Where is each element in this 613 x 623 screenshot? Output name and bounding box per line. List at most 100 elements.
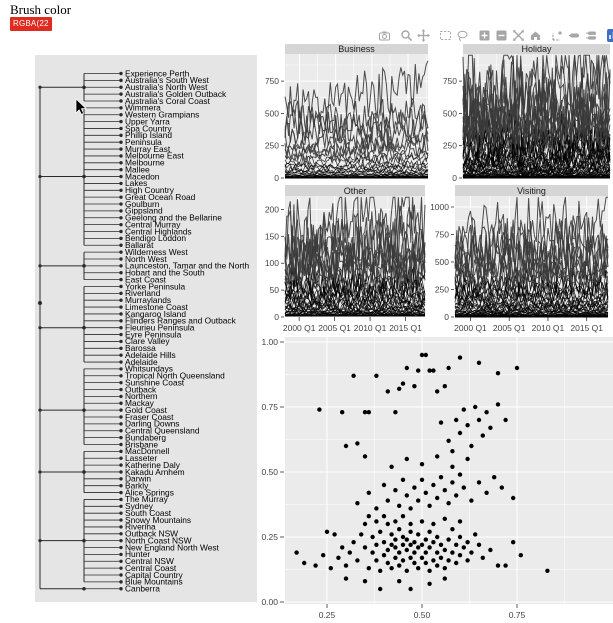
svg-text:0.25: 0.25 <box>261 532 278 542</box>
scatter-point <box>412 384 417 389</box>
series-line <box>284 307 426 314</box>
scatter-point <box>332 532 337 537</box>
scatter-point <box>419 555 425 560</box>
scatter-point <box>450 449 455 454</box>
scatter-point <box>438 555 444 560</box>
series-line <box>462 136 611 167</box>
scatter-point <box>374 373 379 378</box>
scatter-point <box>476 480 482 485</box>
scatter-point <box>385 389 390 394</box>
scatter-point <box>484 410 489 415</box>
zoom-icon[interactable] <box>400 29 413 42</box>
scatter-point <box>347 550 352 555</box>
series-line <box>454 296 609 310</box>
scatter-point <box>465 456 470 462</box>
scatter-point <box>419 519 425 524</box>
scatter-point <box>393 555 398 560</box>
series-line <box>454 283 609 306</box>
scatter-point <box>343 563 349 568</box>
scatter-point <box>450 464 455 469</box>
series-line <box>284 127 429 153</box>
scatter-point <box>397 579 402 584</box>
scatter-point <box>499 485 504 490</box>
series-line <box>284 227 426 285</box>
scatter-point <box>416 532 421 537</box>
scatter-point <box>397 503 402 508</box>
scatter-point <box>362 410 368 415</box>
plotly-logo-icon <box>607 29 613 42</box>
series-line <box>284 159 429 170</box>
scatter-point <box>427 581 432 586</box>
svg-text:2005 Q1: 2005 Q1 <box>493 323 526 333</box>
scatter-point <box>374 542 379 547</box>
scatter-point <box>404 456 409 462</box>
scatter-point <box>366 514 371 519</box>
svg-text:2000 Q1: 2000 Q1 <box>283 323 316 333</box>
scatter-point <box>518 553 523 558</box>
camera-icon[interactable] <box>378 29 391 42</box>
scatter-point <box>423 550 428 555</box>
zoom-in-icon[interactable] <box>478 29 491 42</box>
brush-color-label: Brush color <box>10 2 72 17</box>
scatter-point <box>378 586 383 592</box>
series-line <box>462 55 611 139</box>
scatter-point <box>389 542 394 547</box>
scatter-point <box>457 553 463 558</box>
scatter-point <box>378 568 383 573</box>
scatter-point <box>469 550 474 555</box>
scatter-point <box>435 389 440 394</box>
box-select-icon[interactable] <box>439 29 452 42</box>
scatter-point <box>431 558 436 563</box>
scatter-point <box>469 498 474 503</box>
series-line <box>462 55 611 139</box>
hover-compare-icon[interactable] <box>585 29 598 42</box>
scatter-point <box>480 555 485 560</box>
scatter-point <box>427 503 432 508</box>
scatter-point <box>393 519 398 524</box>
svg-text:2000 Q1: 2000 Q1 <box>454 323 487 333</box>
series-line <box>454 280 609 303</box>
scatter-point <box>328 566 333 571</box>
pan-icon[interactable] <box>417 29 430 42</box>
scatter-point <box>404 547 409 553</box>
svg-text:250: 250 <box>435 285 449 295</box>
scatter-point <box>465 423 470 428</box>
scatter-point <box>385 560 390 566</box>
scatter-point <box>442 384 447 389</box>
scatter-point <box>359 532 364 537</box>
series-line <box>462 141 611 167</box>
scatter-point <box>446 501 451 506</box>
scatter-point <box>457 472 463 477</box>
svg-text:0: 0 <box>274 312 279 322</box>
scatter-point <box>370 550 375 555</box>
scatter-point <box>457 519 463 524</box>
scatter-point <box>351 373 356 378</box>
autoscale-icon[interactable] <box>512 29 525 42</box>
scatter-point <box>423 537 428 542</box>
scatter-point <box>412 485 417 490</box>
lasso-select-icon[interactable] <box>456 29 469 42</box>
brush-color-swatch[interactable]: RGBA(22 <box>10 17 52 31</box>
series-line <box>284 97 429 137</box>
reset-axes-icon[interactable] <box>529 29 542 42</box>
toggle-spikelines-icon[interactable] <box>551 29 564 42</box>
hover-closest-icon[interactable] <box>568 29 581 42</box>
series-line <box>284 302 426 313</box>
scatter-point <box>351 540 356 545</box>
svg-text:250: 250 <box>443 141 457 151</box>
scatter-point <box>381 553 387 558</box>
scatter-point <box>366 566 371 571</box>
scatter-point <box>438 542 444 547</box>
zoom-out-icon[interactable] <box>495 29 508 42</box>
series-line <box>284 137 429 158</box>
svg-text:2015 Q1: 2015 Q1 <box>570 323 603 333</box>
svg-text:0.75: 0.75 <box>509 610 526 620</box>
scatter-point <box>313 563 318 568</box>
scatter-point <box>343 576 349 581</box>
scatter-point <box>412 560 417 566</box>
scatter-point <box>389 464 394 469</box>
svg-text:0.75: 0.75 <box>261 402 278 412</box>
scatter-point <box>473 404 478 410</box>
svg-text:Other: Other <box>344 186 367 196</box>
